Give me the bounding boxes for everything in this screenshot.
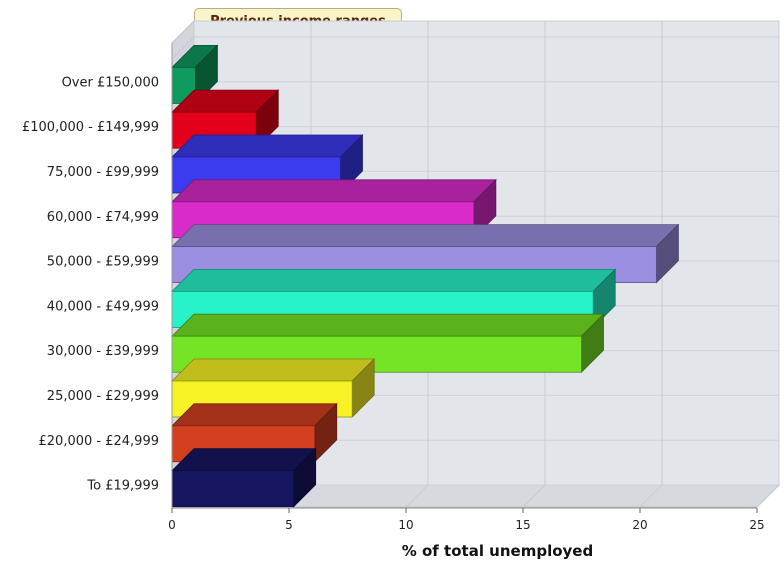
bar-top-face bbox=[171, 268, 617, 292]
x-tick-label: 20 bbox=[632, 518, 647, 532]
category-label: 25,000 - £29,999 bbox=[47, 389, 159, 404]
grid-line-floor bbox=[639, 484, 663, 508]
category-label: 40,000 - £49,999 bbox=[47, 299, 159, 314]
bar-top-face bbox=[171, 224, 680, 248]
x-axis-title: % of total unemployed bbox=[402, 542, 593, 560]
category-label: 60,000 - £74,999 bbox=[47, 210, 159, 225]
bar-front-face bbox=[171, 470, 295, 508]
category-label: Over £150,000 bbox=[62, 75, 159, 90]
category-label: 30,000 - £39,999 bbox=[47, 344, 159, 359]
category-label: 75,000 - £99,999 bbox=[47, 165, 159, 180]
grid-line-floor bbox=[405, 484, 429, 508]
bar-top-face bbox=[171, 358, 376, 382]
x-tick-label: 10 bbox=[398, 518, 413, 532]
category-label: £100,000 - £149,999 bbox=[22, 120, 159, 135]
bar bbox=[171, 44, 219, 105]
category-label: £20,000 - £24,999 bbox=[39, 434, 159, 449]
x-tick-label: 5 bbox=[285, 518, 293, 532]
grid-line-side bbox=[171, 36, 195, 60]
bar-top-face bbox=[171, 179, 497, 203]
grid-line-floor bbox=[522, 484, 546, 508]
bar-top-face bbox=[171, 403, 338, 427]
category-label: To £19,999 bbox=[86, 479, 159, 494]
bar bbox=[171, 313, 605, 374]
bar-top-face bbox=[171, 448, 317, 472]
bar bbox=[171, 134, 364, 194]
x-tick-label: 0 bbox=[168, 518, 176, 532]
category-label: 50,000 - £59,999 bbox=[47, 255, 159, 270]
x-tick-label: 15 bbox=[515, 518, 530, 532]
grid-line-floor bbox=[756, 484, 780, 508]
bar-top-face bbox=[171, 134, 364, 158]
bar-top-face bbox=[171, 313, 605, 337]
bar bbox=[171, 447, 317, 508]
x-tick-label: 25 bbox=[749, 518, 764, 532]
